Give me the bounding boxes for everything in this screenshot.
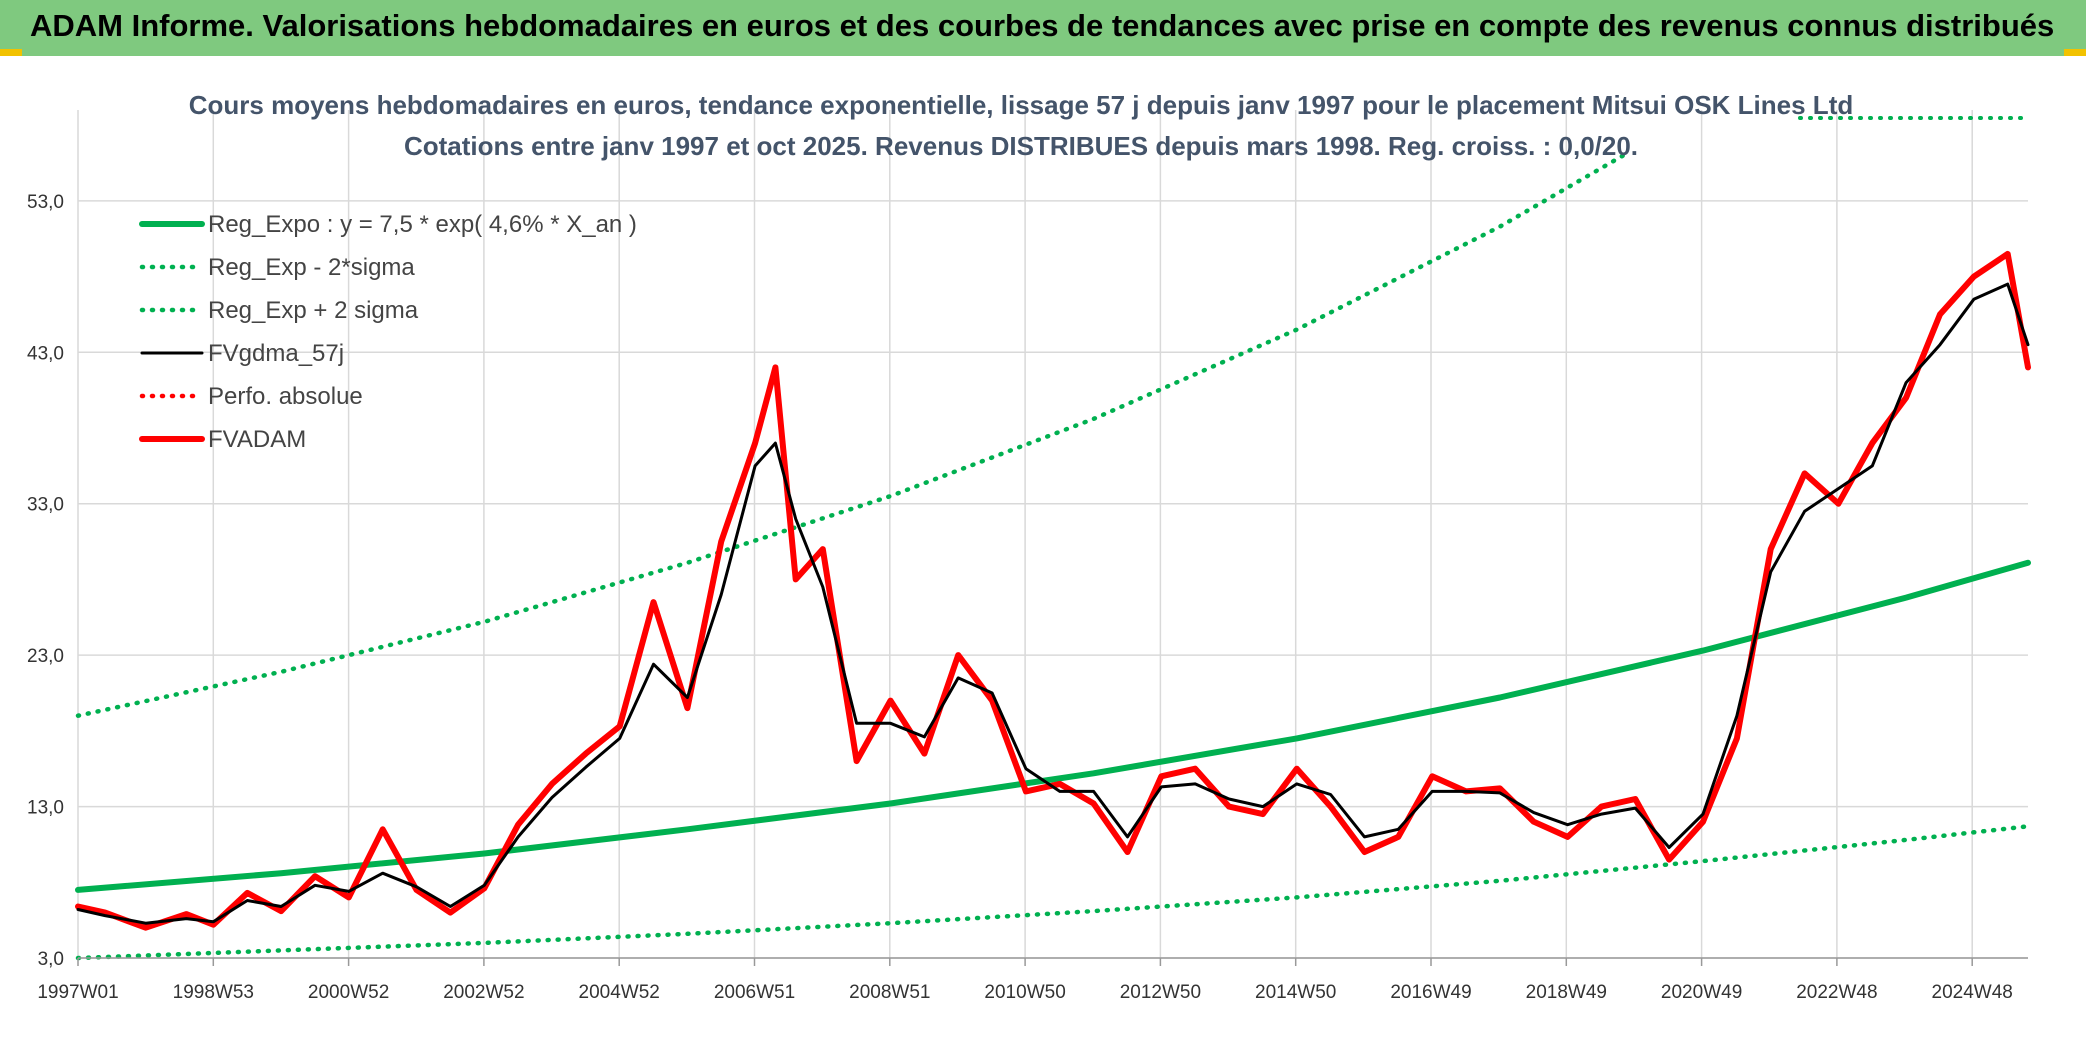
- report-banner: ADAM Informe. Valorisations hebdomadaire…: [0, 0, 2086, 56]
- chart-title: Cours moyens hebdomadaires en euros, ten…: [189, 90, 1853, 120]
- legend-label: FVADAM: [208, 426, 306, 453]
- y-tick-label: 3,0: [38, 949, 64, 970]
- series-line-3: [76, 282, 2030, 925]
- x-tick-label: 2006W51: [714, 982, 795, 1003]
- x-tick-label: 2016W49: [1390, 982, 1471, 1003]
- series-line-5: [75, 250, 2031, 931]
- x-tick-label: 2008W51: [849, 982, 930, 1003]
- x-tick-label: 2002W52: [443, 982, 524, 1003]
- legend-label: Reg_Expo : y = 7,5 * exp( 4,6% * X_an ): [208, 211, 637, 238]
- x-tick-label: 2000W52: [308, 982, 389, 1003]
- x-tick-label: 2024W48: [1932, 982, 2013, 1003]
- corner-marker-right: [2064, 49, 2086, 56]
- series-line-1: [75, 824, 2031, 961]
- x-tick-label: 2020W49: [1661, 982, 1742, 1003]
- series-layer: [75, 150, 2031, 961]
- x-tick-label: 2010W50: [984, 982, 1065, 1003]
- series-line-2: [75, 150, 1631, 718]
- x-tick-label: 2014W50: [1255, 982, 1336, 1003]
- chart-subtitle: Cotations entre janv 1997 et oct 2025. R…: [404, 131, 1638, 161]
- x-tick-label: 2018W49: [1526, 982, 1607, 1003]
- x-tick-label: 1998W53: [173, 982, 254, 1003]
- y-tick-label: 13,0: [27, 798, 64, 819]
- corner-marker-left: [0, 49, 22, 56]
- x-tick-label: 2012W50: [1120, 982, 1201, 1003]
- x-tick-label: 1997W01: [37, 982, 118, 1003]
- axis-layer: 3,0 13,0 23,0 33,0 43,0 53,0 1997W01 1998W53 200…: [27, 192, 2028, 1003]
- y-tick-label: 33,0: [27, 495, 64, 516]
- legend-label: Perfo. absolue: [208, 383, 363, 410]
- x-tick-label: 2022W48: [1796, 982, 1877, 1003]
- x-tick-label: 2004W52: [579, 982, 660, 1003]
- series-line-0: [75, 559, 2031, 893]
- report-title: ADAM Informe. Valorisations hebdomadaire…: [30, 8, 2055, 43]
- y-tick-label: 53,0: [27, 192, 64, 213]
- legend-label: Reg_Exp + 2 sigma: [208, 297, 419, 324]
- legend-label: FVgdma_57j: [208, 340, 344, 367]
- y-tick-label: 43,0: [27, 343, 64, 364]
- legend: Reg_Expo : y = 7,5 * exp( 4,6% * X_an ) R…: [139, 116, 2030, 453]
- y-tick-label: 23,0: [27, 646, 64, 667]
- grid-lines: [77, 110, 2028, 959]
- legend-label: Reg_Exp - 2*sigma: [208, 254, 415, 281]
